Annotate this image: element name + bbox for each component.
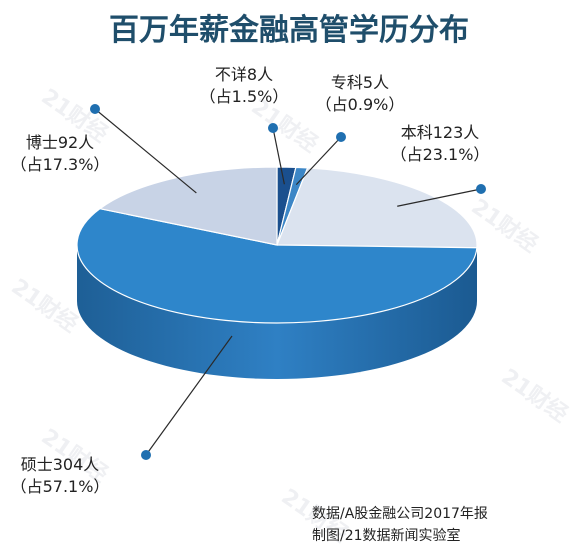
leader-dot-博士: [90, 104, 100, 114]
pie-chart: [76, 166, 478, 379]
leader-line-博士: [94, 108, 197, 194]
leader-line-硕士: [145, 335, 233, 456]
slice-percent-本科: （占23.1%）: [391, 145, 490, 164]
slice-percent-专科: （占0.9%）: [316, 95, 405, 114]
watermark-text: 21财经: [467, 194, 543, 258]
leader-line-专科: [295, 136, 342, 186]
leader-dot-硕士: [141, 450, 151, 460]
chart-title: 百万年薪金融高管学历分布: [109, 13, 469, 48]
pie-slice-博士: [98, 166, 278, 246]
leader-line-本科: [397, 188, 482, 207]
leader-dot-专科: [336, 132, 346, 142]
pie-slice-硕士: [76, 208, 478, 324]
slice-label-专科: 专科5人: [331, 73, 389, 92]
slice-percent-硕士: （占57.1%）: [11, 477, 110, 496]
callout-layer: 不详8人 （占1.5%） 专科5人 （占0.9%） 本科123人 （占23.1%） 硕士30…: [11, 65, 490, 496]
leader-dot-本科: [476, 184, 486, 194]
leader-dot-不详: [268, 123, 278, 133]
slice-label-博士: 博士92人: [26, 133, 94, 152]
slice-label-不详: 不详8人: [215, 65, 273, 84]
watermark-text: 21财经: [497, 364, 573, 428]
pie-side-wall: [77, 245, 477, 379]
source-credit-line2: 制图/21数据新闻实验室: [312, 527, 461, 544]
slice-percent-不详: （占1.5%）: [200, 87, 289, 106]
pie-slice-本科: [276, 167, 478, 249]
slice-label-本科: 本科123人: [401, 123, 480, 142]
slice-label-硕士: 硕士304人: [21, 455, 100, 474]
watermark-text: 21财经: [7, 274, 83, 338]
slice-percent-博士: （占17.3%）: [11, 155, 110, 174]
source-credit-line1: 数据/A股金融公司2017年报: [312, 506, 488, 522]
leader-line-不详: [272, 127, 285, 185]
